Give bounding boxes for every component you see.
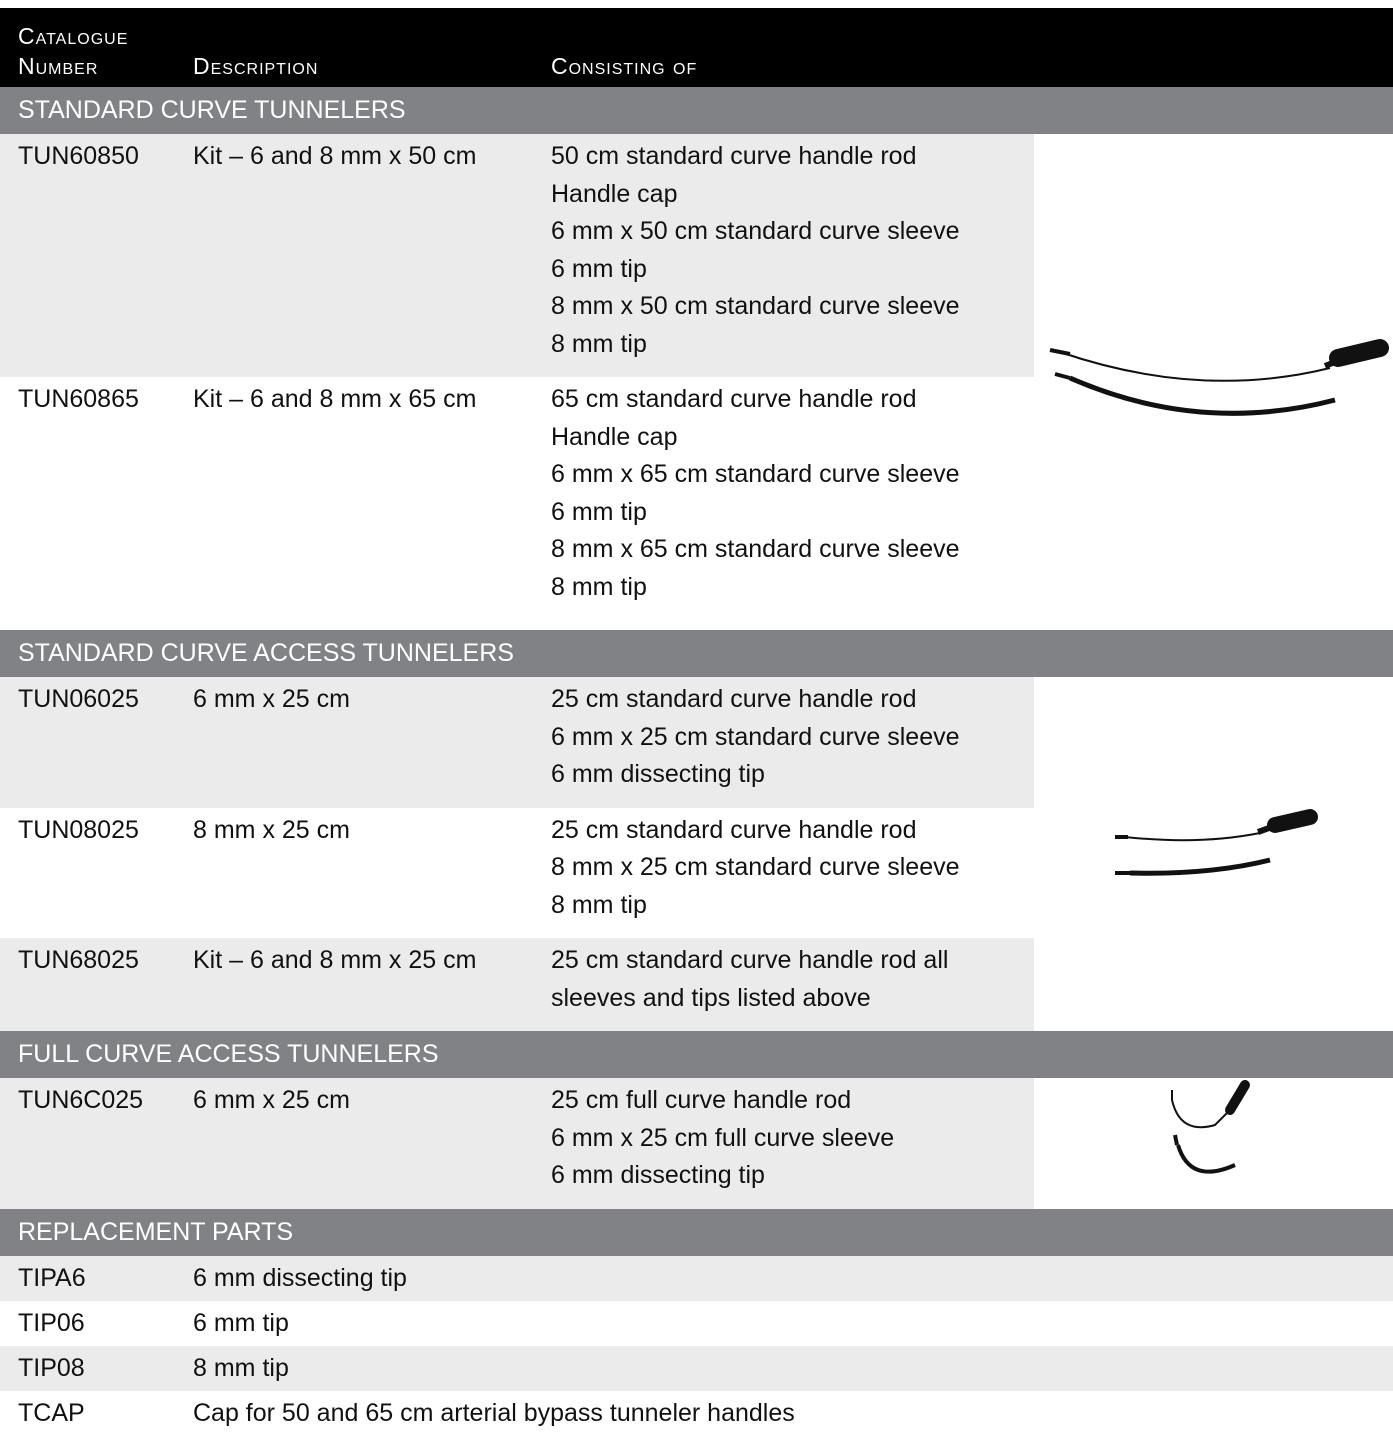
catalogue-number: TUN60850 (18, 138, 139, 176)
component: 50 cm standard curve handle rod (551, 138, 960, 176)
table-row: TIP08 8 mm tip (0, 1346, 1393, 1391)
table-body: STANDARD CURVE TUNNELERS TUN60850 Kit – 6 … (0, 87, 1393, 1436)
product-drawing (1040, 330, 1390, 430)
table-row: TIPA6 6 mm dissecting tip (0, 1256, 1393, 1301)
component: 25 cm standard curve handle rod all (551, 942, 948, 980)
table-header: Catalogue Number Description Consisting … (0, 8, 1393, 87)
table-row: TIP06 6 mm tip (0, 1301, 1393, 1346)
component: 6 mm tip (551, 251, 960, 289)
component: 25 cm standard curve handle rod (551, 681, 960, 719)
page: Catalogue Number Description Consisting … (0, 0, 1393, 1409)
component: Handle cap (551, 176, 960, 214)
component: 25 cm full curve handle rod (551, 1082, 894, 1120)
component: 25 cm standard curve handle rod (551, 812, 960, 850)
description: 6 mm dissecting tip (193, 1260, 407, 1298)
description: Cap for 50 and 65 cm arterial bypass tun… (193, 1395, 795, 1433)
section-heading: STANDARD CURVE TUNNELERS (0, 87, 1393, 134)
catalogue-number: TUN06025 (18, 681, 139, 719)
catalogue-number: TIP08 (18, 1350, 85, 1388)
table-row: TUN60850 Kit – 6 and 8 mm x 50 cm 50 cm st… (0, 134, 1034, 377)
component: 6 mm dissecting tip (551, 1157, 894, 1195)
component: sleeves and tips listed above (551, 980, 948, 1018)
component: Handle cap (551, 419, 960, 457)
component: 8 mm x 65 cm standard curve sleeve (551, 531, 960, 569)
component: 8 mm x 25 cm standard curve sleeve (551, 849, 960, 887)
product-drawing (1160, 1070, 1260, 1185)
column-header: Description (193, 51, 318, 81)
table-row: TUN68025 Kit – 6 and 8 mm x 25 cm 25 cm st… (0, 938, 1034, 1031)
table-row: TUN6C025 6 mm x 25 cm 25 cm full curve han… (0, 1078, 1034, 1209)
catalogue-number: TUN08025 (18, 812, 139, 850)
component: 65 cm standard curve handle rod (551, 381, 960, 419)
table-row: TUN60865 Kit – 6 and 8 mm x 65 cm 65 cm st… (0, 377, 1034, 620)
component: 6 mm tip (551, 494, 960, 532)
description: Kit – 6 and 8 mm x 50 cm (193, 138, 476, 176)
column-header: Catalogue Number (18, 21, 168, 81)
component: 8 mm tip (551, 326, 960, 364)
catalogue-number: TCAP (18, 1395, 85, 1433)
description: 8 mm x 25 cm (193, 812, 350, 850)
component: 8 mm x 50 cm standard curve sleeve (551, 288, 960, 326)
description: 8 mm tip (193, 1350, 289, 1388)
section-heading: STANDARD CURVE ACCESS TUNNELERS (0, 630, 1393, 677)
catalogue-number: TUN6C025 (18, 1082, 143, 1120)
component: 8 mm tip (551, 887, 960, 925)
component: 6 mm x 65 cm standard curve sleeve (551, 456, 960, 494)
description: 6 mm tip (193, 1305, 289, 1343)
catalogue-number: TIPA6 (18, 1260, 86, 1298)
column-header: Consisting of (551, 51, 697, 81)
component: 6 mm x 25 cm full curve sleeve (551, 1120, 894, 1158)
table-row: TUN06025 6 mm x 25 cm 25 cm standard curve… (0, 677, 1034, 808)
catalogue-number: TUN68025 (18, 942, 139, 980)
component: 6 mm x 50 cm standard curve sleeve (551, 213, 960, 251)
component: 8 mm tip (551, 569, 960, 607)
table-row: TUN08025 8 mm x 25 cm 25 cm standard curve… (0, 808, 1034, 939)
description: 6 mm x 25 cm (193, 681, 350, 719)
description: 6 mm x 25 cm (193, 1082, 350, 1120)
component: 6 mm dissecting tip (551, 756, 960, 794)
catalogue-number: TIP06 (18, 1305, 85, 1343)
component: 6 mm x 25 cm standard curve sleeve (551, 719, 960, 757)
description: Kit – 6 and 8 mm x 25 cm (193, 942, 476, 980)
section-heading: REPLACEMENT PARTS (0, 1209, 1393, 1256)
product-drawing (1110, 805, 1330, 885)
table-row: TCAP Cap for 50 and 65 cm arterial bypass… (0, 1391, 1393, 1436)
catalogue-number: TUN60865 (18, 381, 139, 419)
spacer (0, 620, 1393, 630)
description: Kit – 6 and 8 mm x 65 cm (193, 381, 476, 419)
